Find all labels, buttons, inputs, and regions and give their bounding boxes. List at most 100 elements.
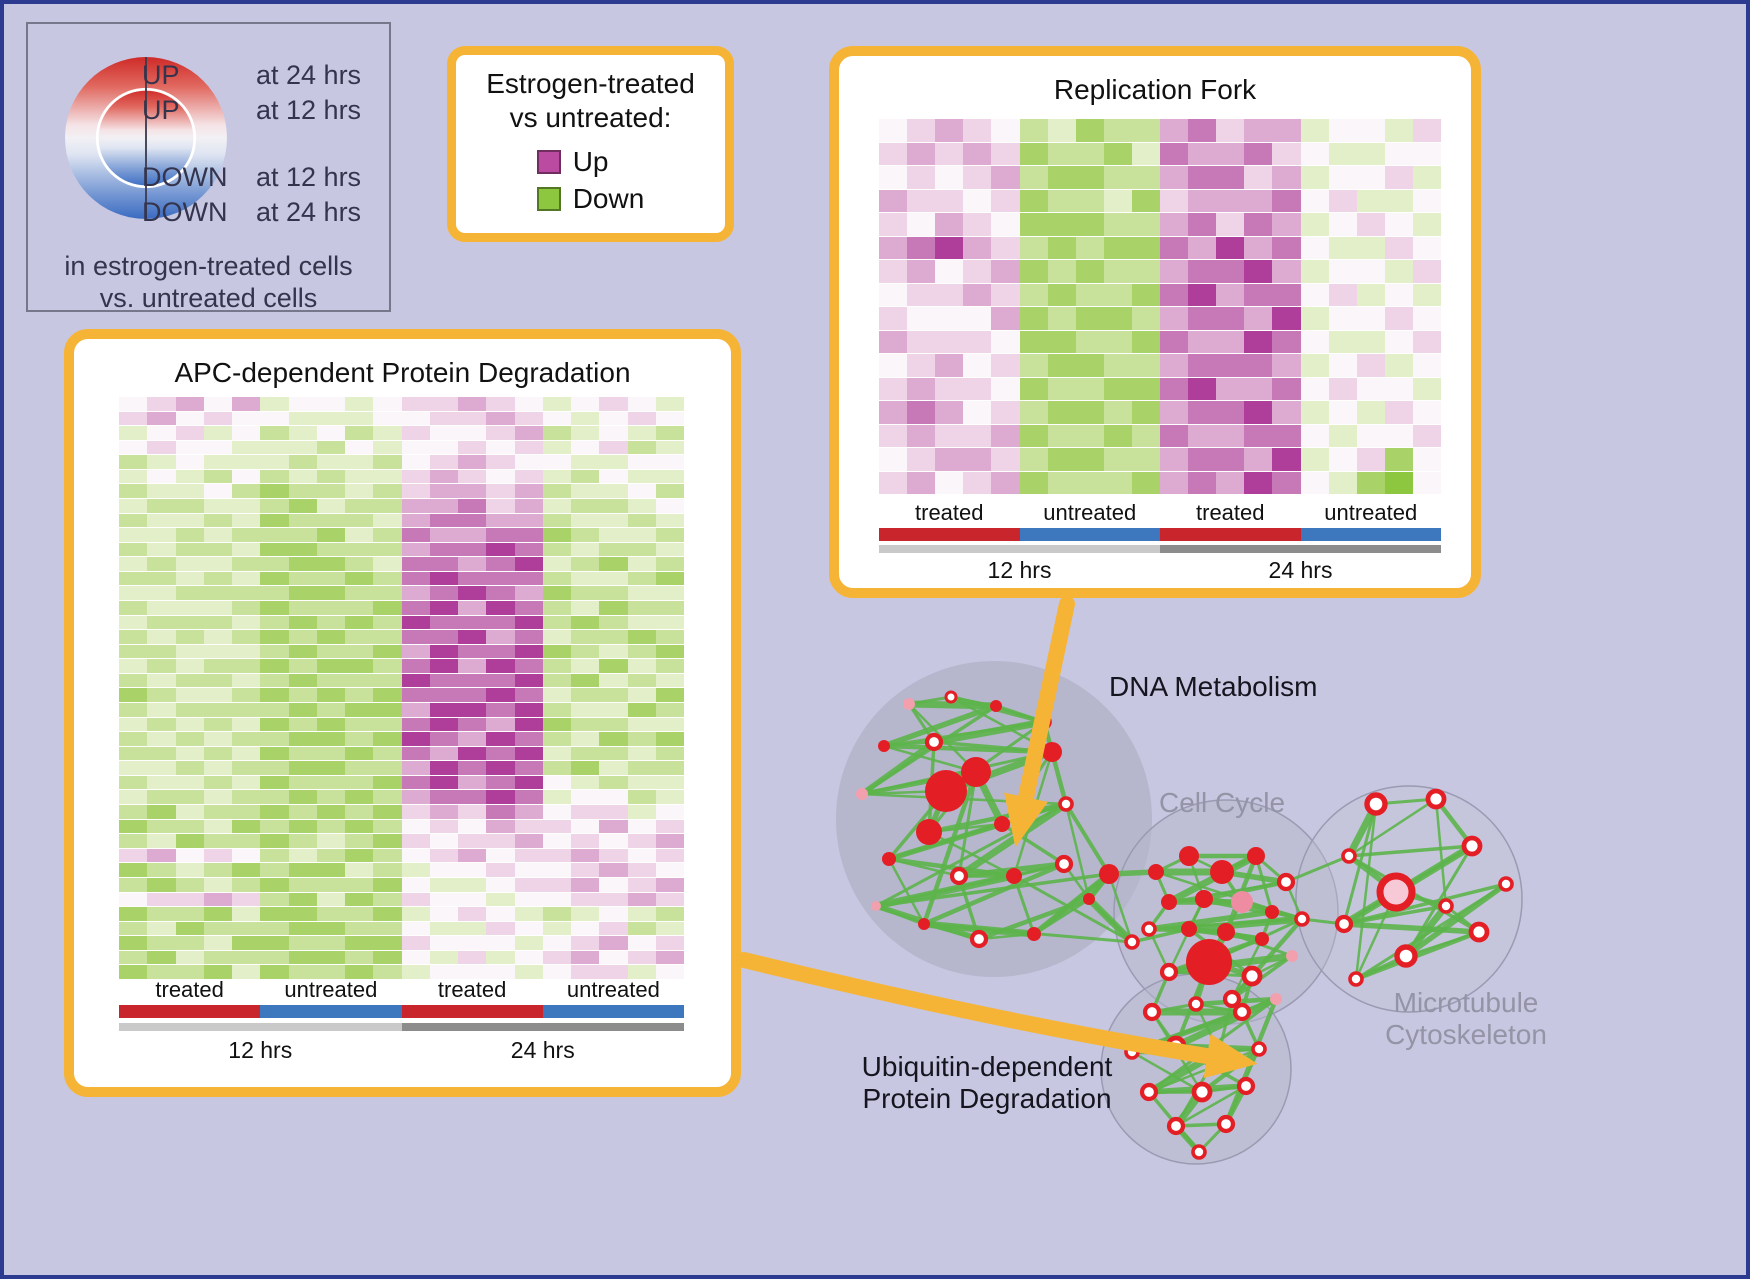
heatmap-cell: [1328, 189, 1357, 212]
heatmap-cell: [599, 834, 628, 848]
heatmap-cell: [1244, 236, 1273, 259]
heatmap-cell: [514, 965, 543, 979]
heatmap-cell: [542, 644, 571, 659]
heatmap-cell: [1300, 448, 1329, 471]
heatmap-cell: [345, 790, 374, 805]
heatmap-cell: [1019, 424, 1048, 447]
heatmap-cell: [429, 411, 458, 426]
heatmap-cell: [175, 936, 204, 950]
heatmap-cell: [486, 965, 515, 979]
heatmap-cell: [655, 484, 684, 498]
heatmap-cell: [1019, 354, 1048, 377]
heatmap-cell: [1328, 283, 1357, 306]
heatmap-cell: [345, 863, 374, 877]
heatmap-cell: [655, 717, 684, 732]
heatmap-cell: [429, 557, 458, 571]
heatmap-cell: [260, 513, 289, 528]
heatmap-cell: [655, 455, 684, 469]
heatmap-cell: [119, 571, 148, 586]
heatmap-cell: [599, 848, 628, 863]
heatmap-cell: [373, 892, 402, 907]
heatmap-cell: [486, 484, 515, 498]
heatmap-cell: [373, 775, 402, 790]
heatmap-cell: [1131, 448, 1160, 471]
heatmap-cell: [316, 411, 345, 426]
heatmap-cell: [1412, 424, 1441, 447]
heatmap-cell: [288, 834, 317, 848]
heatmap-cell: [260, 746, 289, 761]
heatmap-cell: [429, 688, 458, 703]
heatmap-cell: [1272, 236, 1301, 259]
heatmap-cell: [1272, 307, 1301, 330]
heatmap-cell: [599, 615, 628, 630]
heatmap-cell: [1244, 401, 1273, 424]
heatmap-cell: [316, 746, 345, 761]
heatmap-cell: [203, 819, 232, 834]
heatmap-cell: [458, 717, 487, 732]
heatmap-cell: [1103, 166, 1132, 189]
heatmap-cell: [316, 907, 345, 921]
heatmap-cell: [373, 630, 402, 644]
heatmap-cell: [119, 644, 148, 659]
heatmap-cell: [260, 426, 289, 440]
heatmap-cell: [542, 703, 571, 717]
heatmap-cell: [514, 936, 543, 950]
heatmap-cell: [175, 790, 204, 805]
heatmap-cell: [627, 615, 656, 630]
heatmap-cell: [429, 703, 458, 717]
heatmap-cell: [599, 557, 628, 571]
heatmap-cell: [1047, 119, 1076, 142]
heatmap-cell: [542, 746, 571, 761]
heatmap-cell: [486, 615, 515, 630]
heatmap-cell: [1131, 119, 1160, 142]
heatmap-cell: [288, 528, 317, 542]
heatmap-cell: [1356, 330, 1385, 353]
heatmap-cell: [514, 411, 543, 426]
heatmap-cell: [1188, 189, 1217, 212]
heatmap-cell: [203, 688, 232, 703]
gene-node-filled: [1265, 905, 1279, 919]
heatmap-cell: [627, 513, 656, 528]
heatmap-cell: [373, 761, 402, 775]
heatmap-cell: [345, 455, 374, 469]
heatmap-cell: [963, 448, 992, 471]
heatmap-cell: [401, 805, 430, 819]
heatmap-cell: [571, 950, 600, 965]
heatmap-cell: [571, 411, 600, 426]
heatmap-cell: [1412, 401, 1441, 424]
heatmap-cell: [991, 354, 1020, 377]
heatmap-cell: [571, 659, 600, 673]
heatmap-cell: [907, 471, 936, 494]
heatmap-cell: [1216, 283, 1245, 306]
heatmap-cell: [119, 630, 148, 644]
heatmap-cell: [147, 528, 176, 542]
heatmap-cell: [599, 921, 628, 936]
heatmap-cell: [458, 673, 487, 688]
heatmap-cell: [203, 571, 232, 586]
heatmap-cell: [655, 819, 684, 834]
heatmap-cell: [1047, 401, 1076, 424]
heatmap-cell: [401, 965, 430, 979]
heatmap-cell: [486, 819, 515, 834]
heatmap-cell: [1384, 260, 1413, 283]
heatmap-cell: [316, 455, 345, 469]
heatmap-cell: [373, 644, 402, 659]
heatmap-cell: [429, 790, 458, 805]
heatmap-cell: [203, 761, 232, 775]
heatmap-cell: [429, 819, 458, 834]
heatmap-cell: [571, 513, 600, 528]
heatmap-cell: [1047, 377, 1076, 400]
legend-row-down-24: DOWN at 24 hrs: [142, 197, 361, 228]
heatmap-cell: [260, 950, 289, 965]
heatmap-cell: [627, 426, 656, 440]
heatmap-cell: [429, 513, 458, 528]
gene-node-ring: [1334, 914, 1354, 934]
heatmap-cell: [316, 600, 345, 615]
gene-node-filled: [1217, 923, 1235, 941]
heatmap-cell: [119, 498, 148, 513]
gene-node-filled: [1179, 846, 1199, 866]
heatmap-cell: [1384, 377, 1413, 400]
gene-node-pink: [1270, 993, 1282, 1005]
heatmap-cell: [1075, 260, 1104, 283]
heatmap-cell: [963, 283, 992, 306]
